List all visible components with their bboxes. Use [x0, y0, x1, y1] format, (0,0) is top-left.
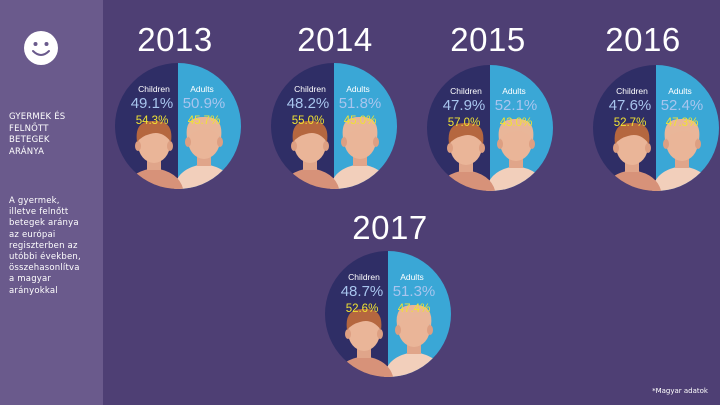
- ratio-circle-graphic: Children Adults 48.2% 51.8% 55.0% 45.0%: [271, 63, 397, 189]
- children-label: Children: [348, 272, 380, 282]
- children-label: Children: [450, 86, 482, 96]
- adults-eu-value: 51.8%: [339, 95, 382, 112]
- year-heading-2017: 2017: [352, 209, 428, 246]
- children-hu-value: 52.6%: [346, 303, 379, 315]
- adults-label: Adults: [668, 86, 692, 96]
- ratio-circle-graphic: Children Adults 47.9% 52.1% 57.0% 43.0%: [427, 65, 553, 191]
- adults-hu-value: 45.7%: [188, 115, 221, 127]
- adults-hu-value: 47.3%: [666, 117, 699, 129]
- year-heading-2013: 2013: [137, 21, 213, 58]
- adults-eu-value: 52.4%: [661, 97, 704, 114]
- footnote: *Magyar adatok: [652, 387, 708, 395]
- children-eu-value: 48.2%: [287, 95, 330, 112]
- children-eu-value: 49.1%: [131, 95, 174, 112]
- children-label: Children: [138, 84, 170, 94]
- ratio-circle-graphic: Children Adults 47.6% 52.4% 52.7% 47.3%: [593, 65, 719, 191]
- children-label: Children: [616, 86, 648, 96]
- children-eu-value: 47.9%: [443, 97, 486, 114]
- year-heading-2015: 2015: [450, 21, 526, 58]
- children-hu-value: 57.0%: [448, 117, 481, 129]
- year-heading-2014: 2014: [297, 21, 373, 58]
- people-illustration: [436, 118, 546, 191]
- ratio-circle-2013: Children Adults 49.1% 50.9% 54.3% 45.7%: [114, 62, 242, 190]
- ratio-circle-graphic: Children Adults 48.7% 51.3% 52.6% 47.4%: [325, 251, 451, 377]
- ratio-circle-2014: Children Adults 48.2% 51.8% 55.0% 45.0%: [270, 62, 398, 190]
- adults-label: Adults: [502, 86, 526, 96]
- adults-hu-value: 47.4%: [398, 303, 431, 315]
- ratio-circle-graphic: Children Adults 49.1% 50.9% 54.3% 45.7%: [115, 63, 241, 189]
- ratio-circle-2015: Children Adults 47.9% 52.1% 57.0% 43.0%: [426, 64, 554, 192]
- adults-label: Adults: [190, 84, 214, 94]
- adults-eu-value: 50.9%: [183, 95, 226, 112]
- adults-label: Adults: [346, 84, 370, 94]
- adults-eu-value: 51.3%: [393, 283, 436, 300]
- ratio-circle-2017: Children Adults 48.7% 51.3% 52.6% 47.4%: [324, 250, 452, 378]
- children-hu-value: 54.3%: [136, 115, 169, 127]
- children-label: Children: [294, 84, 326, 94]
- sidebar-description: A gyermek, illetve felnőtt betegek arány…: [9, 196, 81, 296]
- children-hu-value: 55.0%: [292, 115, 325, 127]
- children-eu-value: 47.6%: [609, 97, 652, 114]
- adults-eu-value: 52.1%: [495, 97, 538, 114]
- adults-hu-value: 43.0%: [500, 117, 533, 129]
- ratio-circle-2016: Children Adults 47.6% 52.4% 52.7% 47.3%: [592, 64, 720, 192]
- adults-label: Adults: [400, 272, 424, 282]
- smiley-icon: [24, 31, 58, 65]
- year-heading-2016: 2016: [605, 21, 681, 58]
- children-eu-value: 48.7%: [341, 283, 384, 300]
- adults-hu-value: 45.0%: [344, 115, 377, 127]
- sidebar: GYERMEK ÉS FELNŐTT BETEGEK ARÁNYA A gyer…: [0, 0, 103, 405]
- children-hu-value: 52.7%: [614, 117, 647, 129]
- sidebar-title: GYERMEK ÉS FELNŐTT BETEGEK ARÁNYA: [9, 112, 66, 157]
